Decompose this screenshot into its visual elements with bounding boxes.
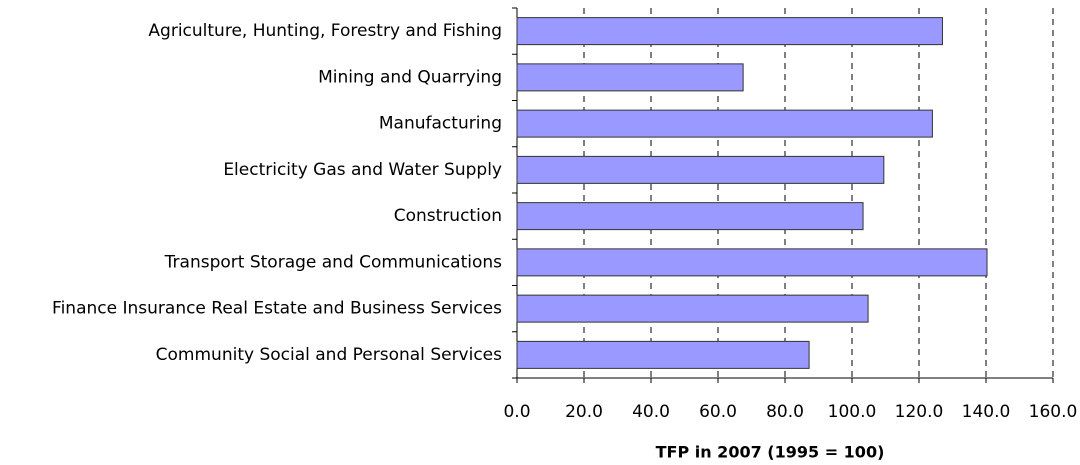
bar [516, 63, 744, 92]
x-tick-label: 100.0 [828, 402, 877, 422]
x-tick-label: 60.0 [699, 402, 737, 422]
y-tick-label: Electricity Gas and Water Supply [223, 160, 502, 180]
y-tick-label: Finance Insurance Real Estate and Busine… [52, 299, 502, 319]
y-tick-label: Transport Storage and Communications [164, 252, 502, 272]
y-tick-label: Agriculture, Hunting, Forestry and Fishi… [148, 21, 502, 41]
y-tick-label: Manufacturing [379, 114, 502, 134]
bar [516, 248, 988, 277]
bar [516, 17, 943, 46]
x-tick-label: 20.0 [565, 402, 603, 422]
y-tick-label: Construction [394, 206, 502, 226]
bar [516, 155, 885, 184]
x-tick-label: 160.0 [1029, 402, 1078, 422]
x-tick-label: 140.0 [962, 402, 1011, 422]
bar [516, 340, 810, 369]
x-tick-label: 0.0 [503, 402, 530, 422]
x-axis-title: TFP in 2007 (1995 = 100) [656, 443, 885, 462]
x-tick-label: 120.0 [895, 402, 944, 422]
bar [516, 202, 864, 231]
y-tick-label: Community Social and Personal Services [156, 345, 502, 365]
bar [516, 294, 869, 323]
y-tick-label: Mining and Quarrying [318, 67, 502, 87]
x-tick-label: 80.0 [766, 402, 804, 422]
bar [516, 109, 933, 138]
x-tick-label: 40.0 [632, 402, 670, 422]
